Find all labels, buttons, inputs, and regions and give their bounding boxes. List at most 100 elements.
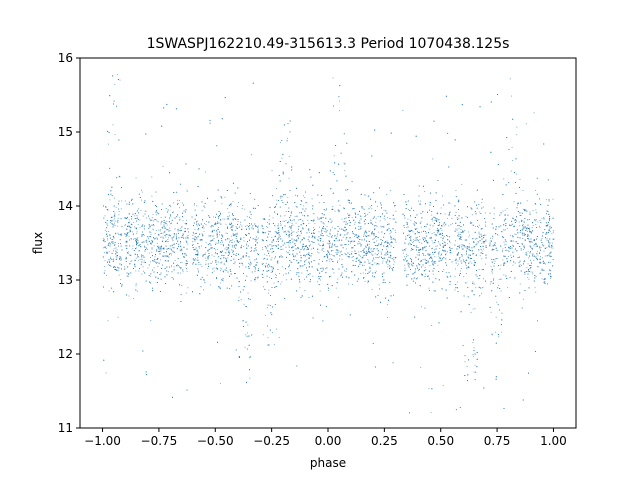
data-point	[114, 244, 116, 246]
data-point	[375, 224, 377, 226]
data-point	[124, 225, 126, 227]
data-point	[393, 257, 395, 258]
data-point	[508, 256, 509, 257]
data-point	[250, 251, 252, 252]
data-point	[270, 244, 272, 246]
data-point	[533, 245, 535, 247]
data-point	[149, 218, 150, 220]
data-point	[455, 190, 457, 192]
data-point	[455, 284, 457, 285]
data-point	[345, 244, 347, 246]
data-point	[271, 257, 273, 259]
data-point	[319, 290, 321, 292]
data-point	[180, 242, 181, 244]
data-point	[414, 270, 416, 272]
data-point	[150, 219, 152, 221]
data-point	[201, 233, 203, 235]
data-point	[213, 267, 215, 269]
data-point	[489, 240, 491, 242]
data-point	[243, 237, 245, 239]
data-point	[450, 251, 452, 253]
data-point	[309, 231, 311, 233]
data-point	[280, 195, 282, 197]
data-point	[456, 249, 458, 251]
data-point	[187, 235, 189, 237]
data-point	[150, 282, 152, 284]
data-point	[429, 265, 431, 267]
data-point	[472, 354, 474, 355]
data-point	[261, 239, 263, 240]
data-point	[291, 220, 293, 222]
data-point	[299, 251, 301, 253]
data-point	[378, 284, 380, 286]
data-point	[174, 243, 175, 245]
data-point	[161, 245, 162, 247]
data-point	[302, 244, 304, 246]
data-point	[109, 199, 111, 201]
data-point	[246, 216, 248, 218]
data-point	[376, 205, 378, 207]
data-point	[491, 334, 493, 336]
data-point	[484, 212, 486, 214]
data-point	[503, 274, 505, 276]
data-point	[506, 208, 508, 210]
data-point	[349, 215, 351, 217]
data-point	[113, 219, 115, 221]
data-point	[243, 245, 245, 247]
data-point	[289, 228, 291, 230]
data-point	[156, 229, 158, 231]
data-point	[485, 263, 486, 265]
data-point	[446, 217, 448, 219]
data-point	[478, 224, 480, 226]
data-point	[433, 290, 435, 292]
data-point	[232, 250, 234, 252]
data-point	[153, 267, 155, 269]
data-point	[162, 237, 164, 239]
data-point	[232, 239, 234, 241]
data-point	[186, 191, 188, 193]
data-point	[478, 269, 480, 270]
data-point	[154, 256, 156, 258]
data-point	[306, 254, 307, 255]
data-point	[220, 267, 222, 269]
data-point	[163, 222, 165, 223]
data-point	[332, 255, 334, 256]
data-point	[269, 215, 271, 217]
data-point	[234, 241, 236, 243]
data-point	[491, 271, 493, 273]
data-point	[543, 250, 545, 252]
data-point	[391, 241, 393, 242]
data-point	[138, 270, 140, 272]
data-point	[161, 226, 163, 228]
data-point	[195, 259, 197, 261]
data-point	[371, 288, 373, 290]
data-point	[481, 202, 483, 203]
data-point	[285, 220, 287, 222]
data-point	[548, 200, 550, 202]
data-point	[404, 243, 406, 244]
data-point	[455, 268, 456, 270]
data-point	[173, 234, 175, 236]
data-point	[465, 250, 467, 252]
data-point	[479, 255, 481, 257]
data-point	[371, 208, 373, 210]
data-point	[242, 256, 244, 257]
data-point	[405, 274, 407, 276]
data-point	[460, 234, 461, 235]
data-point	[130, 261, 132, 263]
data-point	[136, 237, 138, 239]
data-point	[546, 237, 548, 239]
data-point	[136, 231, 138, 233]
data-point	[475, 238, 476, 240]
data-point	[437, 218, 439, 220]
data-point	[114, 212, 116, 214]
data-point	[222, 218, 224, 220]
data-point	[192, 241, 194, 243]
data-point	[497, 234, 499, 236]
data-point	[197, 257, 199, 259]
data-point	[407, 218, 409, 220]
data-point	[265, 226, 267, 228]
data-point	[334, 210, 336, 212]
data-point	[443, 268, 445, 270]
data-point	[374, 228, 376, 229]
